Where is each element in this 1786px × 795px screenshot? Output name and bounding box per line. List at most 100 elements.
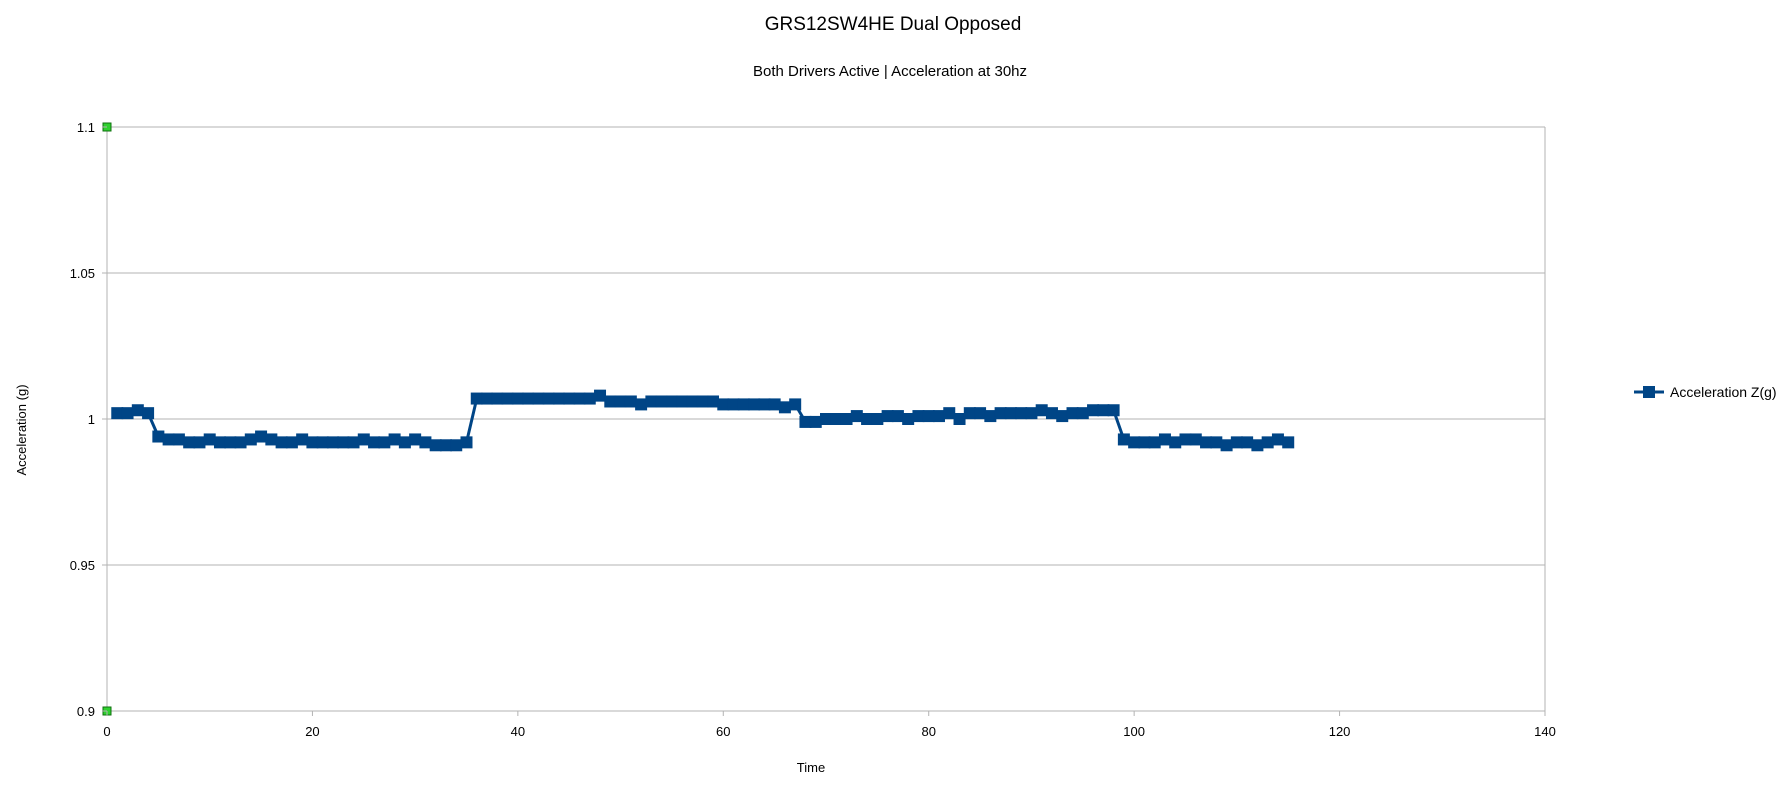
x-tick-label: 140 [1534,724,1556,739]
chart-subtitle: Both Drivers Active | Acceleration at 30… [753,63,1027,80]
data-point [491,392,504,405]
data-point [1261,436,1274,449]
data-point [737,398,750,411]
data-point [450,439,463,452]
data-point [1035,404,1048,417]
data-point [1189,433,1202,446]
data-point [337,436,350,449]
data-point [840,413,853,425]
data-point [1107,404,1120,417]
data-point [326,436,339,449]
data-point [121,407,134,420]
data-point [203,433,216,446]
data-point [1230,436,1243,449]
y-tick-label: 1.05 [70,266,95,281]
data-point [768,398,781,411]
legend: Acceleration Z(g) [1634,384,1777,400]
x-tick-label: 100 [1123,724,1145,739]
data-point [142,407,155,420]
x-tick-label: 20 [305,724,319,739]
data-point [1066,407,1079,420]
data-point [1045,407,1058,420]
x-tick-label: 80 [921,724,935,739]
data-point [501,392,514,405]
data-point [881,410,894,423]
y-tick-label: 0.95 [70,558,95,573]
data-point [686,395,699,408]
data-point [213,436,226,449]
data-point [552,392,565,405]
data-point [1241,436,1254,449]
data-point [984,410,997,423]
data-point [1220,439,1233,452]
data-point [850,410,863,423]
data-point [696,395,709,408]
data-point [1179,433,1192,446]
data-point [912,410,925,423]
data-point [953,413,966,425]
chart-title: GRS12SW4HE Dual Opposed [765,14,1022,35]
y-tick-label: 0.9 [77,704,95,719]
data-point [645,395,658,408]
data-point [974,407,987,420]
data-point [891,410,904,423]
data-point [522,392,535,405]
data-point [635,398,648,411]
data-point [470,392,483,405]
data-point [820,413,832,425]
data-point [799,415,812,428]
data-point [583,392,596,405]
data-point [542,392,555,405]
data-point [778,401,791,414]
legend-marker [1643,386,1655,398]
data-point [809,415,822,428]
data-point [306,436,319,449]
data-point [265,433,278,446]
data-point [830,413,843,425]
x-tick-label: 60 [716,724,730,739]
data-point [727,398,740,411]
data-point [131,404,144,417]
data-point [255,430,268,443]
data-point [429,439,442,452]
data-point [943,407,956,420]
data-point [1251,439,1264,452]
data-point [665,395,678,408]
data-point [1025,407,1038,420]
data-point [368,436,381,449]
x-tick-label: 0 [103,724,110,739]
data-point [624,395,637,408]
x-tick-label: 120 [1329,724,1351,739]
data-point [1004,407,1017,420]
data-point [1148,436,1161,449]
data-point [871,413,884,425]
data-point [193,436,206,449]
data-point [604,395,617,408]
x-axis-label: Time [797,760,825,775]
y-axis-ticks: 0.9 0.95 1 1.05 1.1 [70,120,107,719]
data-point [707,395,720,408]
data-point [1200,436,1213,449]
data-point [398,436,411,449]
x-axis-ticks: 0 20 40 60 80 100 120 140 [103,711,1556,739]
data-point [1087,404,1100,417]
data-point [1117,433,1130,446]
data-point [1056,410,1069,423]
data-point [748,398,761,411]
data-point [152,430,165,443]
x-tick-label: 40 [511,724,525,739]
data-point [1128,436,1141,449]
data-point [563,392,576,405]
data-point [224,436,237,449]
data-point [1097,404,1110,417]
data-point [1271,433,1284,446]
y-tick-label: 1 [88,412,95,427]
data-point [594,389,607,402]
data-point [357,433,370,446]
data-point [922,410,935,423]
data-point [409,433,422,446]
y-tick-label: 1.1 [77,120,95,135]
data-point [419,436,432,449]
data-point [316,436,329,449]
